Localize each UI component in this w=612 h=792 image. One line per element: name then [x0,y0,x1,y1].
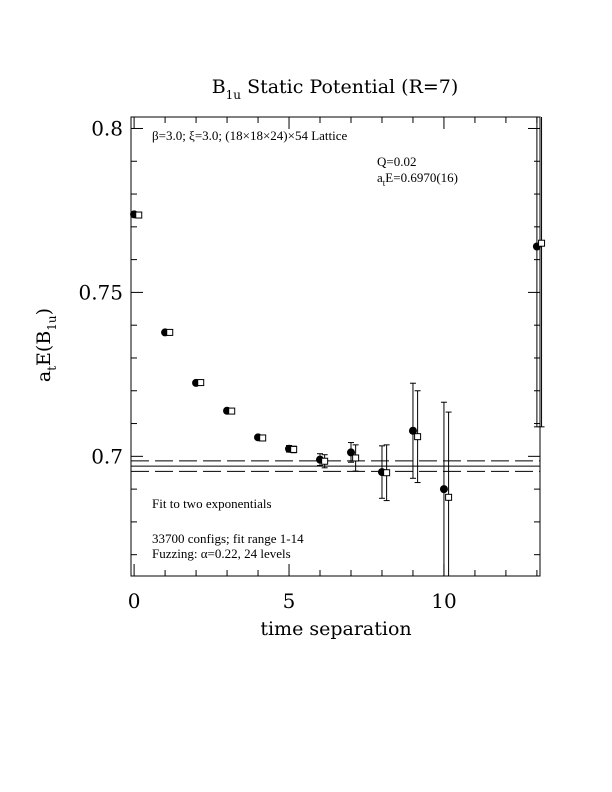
x-tick-label: 5 [283,589,296,613]
x-axis-label: time separation [260,618,411,640]
y-axis-label: atE(B1u) [33,308,59,382]
data-point-square [135,211,143,219]
fit-band [131,460,540,472]
lattice-annotation: β=3.0; ξ=3.0; (18×18×24)×54 Lattice [152,128,348,143]
chart-title: B1u Static Potential (R=7) [212,76,459,102]
data-point-square [259,434,267,442]
data-point-square [290,445,298,453]
data-point-square [197,379,205,387]
data-point-circle [408,426,417,435]
data-point-square [414,433,422,441]
data-point-square [383,469,391,477]
data-point-square [352,454,360,462]
x-tick-label: 10 [431,589,456,613]
fit-method-annotation: Fit to two exponentials [152,496,272,511]
data-point-circle [439,485,448,494]
chart-title-sub: 1u [226,88,242,102]
data-point-circle [346,448,355,457]
q-annotation: Q=0.02 [377,154,416,169]
x-tick-label: 0 [128,589,141,613]
plot-frame [130,116,541,577]
fuzzing-annotation: Fuzzing: α=0.22, 24 levels [152,546,291,561]
data-point-square [445,493,453,501]
y-tick-label: 0.8 [91,116,123,140]
data-point-square [538,239,546,247]
chart-title-rest: Static Potential (R=7) [241,76,458,98]
data-point-square [228,407,236,415]
y-tick-label: 0.7 [91,444,123,468]
ate-annotation: atE=0.6970(16) [377,170,458,188]
data-points [130,117,546,577]
configs-annotation: 33700 configs; fit range 1-14 [152,531,304,546]
data-point-square [321,457,329,465]
axis-tick-labels: 0 5 10 0.7 0.75 0.8 [78,116,456,613]
chart-title-main: B [212,76,226,98]
data-point-square [166,328,174,336]
y-tick-label: 0.75 [78,280,123,304]
